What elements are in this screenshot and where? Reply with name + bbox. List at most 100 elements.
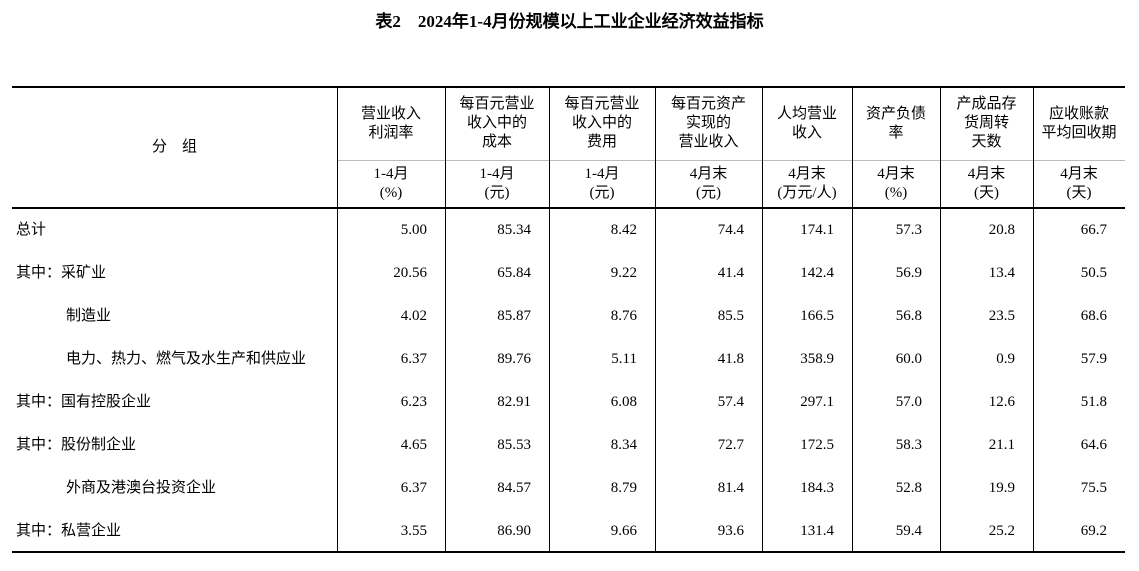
title: 表2 2024年1-4月份规模以上工业企业经济效益指标 bbox=[375, 12, 764, 31]
cell: 6.37 bbox=[400, 350, 427, 367]
cell: 6.23 bbox=[400, 393, 427, 410]
column-header: 资产负债 bbox=[865, 105, 926, 122]
cell: 86.90 bbox=[497, 522, 531, 539]
column-header: 成本 bbox=[481, 134, 512, 150]
column-unit: (元) bbox=[696, 185, 721, 201]
column-header: 收入中的 bbox=[571, 115, 632, 131]
cell: 23.5 bbox=[988, 307, 1015, 324]
cell: 13.4 bbox=[988, 264, 1015, 281]
column-unit: (万元/人) bbox=[777, 185, 837, 201]
cell: 358.9 bbox=[800, 350, 834, 367]
column-unit: (元) bbox=[589, 185, 615, 201]
column-header: 每百元营业 bbox=[564, 96, 640, 112]
cell: 8.34 bbox=[610, 436, 637, 453]
row-label: 其中：股份制企业 bbox=[16, 436, 137, 453]
column-unit: 1-4月 bbox=[584, 166, 620, 182]
cell: 57.9 bbox=[1080, 350, 1107, 367]
column-header: 利润率 bbox=[368, 124, 414, 141]
row-label: 电力、热力、燃气及水生产和供应业 bbox=[66, 350, 307, 367]
group-label: 分 组 bbox=[151, 138, 197, 155]
cell: 65.84 bbox=[497, 264, 531, 281]
cell: 56.9 bbox=[895, 264, 922, 281]
cell: 85.87 bbox=[497, 307, 531, 324]
column-divider bbox=[852, 87, 853, 552]
cell: 74.4 bbox=[717, 221, 744, 238]
cell: 75.5 bbox=[1080, 479, 1107, 496]
column-header: 天数 bbox=[971, 134, 1002, 150]
column-unit: 1-4月 bbox=[479, 166, 515, 182]
cell: 85.53 bbox=[497, 436, 531, 453]
column-divider bbox=[337, 87, 338, 552]
cell: 9.22 bbox=[610, 264, 637, 281]
column-divider bbox=[655, 87, 656, 552]
column-header: 收入 bbox=[791, 124, 822, 141]
column-unit: 4月末 bbox=[967, 166, 1006, 182]
column-divider bbox=[1033, 87, 1034, 552]
cell: 82.91 bbox=[497, 393, 531, 410]
column-divider bbox=[762, 87, 763, 552]
column-header: 实现的 bbox=[685, 115, 731, 131]
cell: 51.8 bbox=[1080, 393, 1107, 410]
cell: 297.1 bbox=[800, 393, 834, 410]
row-label: 外商及港澳台投资企业 bbox=[66, 479, 217, 496]
cell: 56.8 bbox=[895, 307, 922, 324]
column-unit: (天) bbox=[1066, 185, 1092, 201]
column-header: 平均回收期 bbox=[1041, 124, 1117, 141]
top-border bbox=[12, 86, 1125, 88]
cell: 5.00 bbox=[400, 221, 427, 238]
cell: 12.6 bbox=[988, 393, 1015, 410]
cell: 20.56 bbox=[393, 264, 427, 281]
cell: 57.4 bbox=[717, 393, 744, 410]
cell: 19.9 bbox=[988, 479, 1015, 496]
cell: 85.34 bbox=[497, 221, 531, 238]
header-border bbox=[12, 207, 1125, 209]
column-header: 收入中的 bbox=[466, 115, 527, 131]
cell: 25.2 bbox=[988, 522, 1015, 539]
cell: 50.5 bbox=[1080, 264, 1107, 281]
row-label: 其中：国有控股企业 bbox=[16, 393, 152, 410]
row-label: 总计 bbox=[16, 221, 47, 238]
cell: 93.6 bbox=[717, 522, 744, 539]
cell: 60.0 bbox=[895, 350, 922, 367]
column-unit: (%) bbox=[379, 185, 403, 201]
cell: 131.4 bbox=[800, 522, 834, 539]
column-header: 每百元营业 bbox=[459, 96, 535, 112]
cell: 172.5 bbox=[800, 436, 834, 453]
column-unit: 4月末 bbox=[877, 166, 915, 182]
cell: 4.02 bbox=[400, 307, 427, 324]
cell: 58.3 bbox=[895, 436, 922, 453]
unit-divider bbox=[337, 160, 1125, 161]
bottom-border bbox=[12, 551, 1125, 553]
cell: 5.11 bbox=[611, 350, 637, 367]
column-unit: 4月末 bbox=[1060, 166, 1098, 182]
row-label: 制造业 bbox=[66, 307, 112, 324]
cell: 6.37 bbox=[400, 479, 427, 496]
cell: 3.55 bbox=[400, 522, 427, 539]
cell: 41.4 bbox=[717, 264, 744, 281]
cell: 20.8 bbox=[988, 221, 1015, 238]
column-header: 营业收入 bbox=[678, 134, 739, 150]
cell: 81.4 bbox=[717, 479, 744, 496]
column-divider bbox=[549, 87, 550, 552]
cell: 4.65 bbox=[400, 436, 427, 453]
cell: 68.6 bbox=[1080, 307, 1107, 324]
row-label: 其中：采矿业 bbox=[16, 264, 107, 281]
cell: 57.0 bbox=[895, 393, 922, 410]
row-label: 其中：私营企业 bbox=[16, 522, 122, 539]
column-unit: (%) bbox=[884, 185, 908, 201]
column-header: 率 bbox=[888, 124, 904, 141]
cell: 8.76 bbox=[610, 307, 637, 324]
cell: 85.5 bbox=[717, 307, 744, 324]
cell: 184.3 bbox=[800, 479, 834, 496]
column-unit: 4月末 bbox=[689, 166, 728, 182]
cell: 89.76 bbox=[497, 350, 531, 367]
cell: 0.9 bbox=[996, 350, 1015, 367]
cell: 8.79 bbox=[610, 479, 637, 496]
cell: 66.7 bbox=[1080, 221, 1107, 238]
cell: 64.6 bbox=[1080, 436, 1107, 453]
column-header: 费用 bbox=[586, 134, 617, 150]
column-header: 营业收入 bbox=[360, 105, 421, 122]
column-unit: (元) bbox=[484, 185, 510, 201]
cell: 69.2 bbox=[1080, 522, 1107, 539]
